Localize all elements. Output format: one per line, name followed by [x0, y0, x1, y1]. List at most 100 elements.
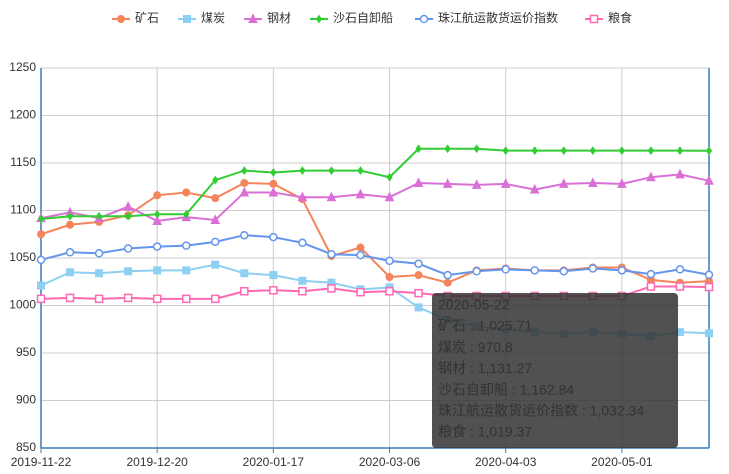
- data-point: [268, 186, 279, 197]
- data-point: [675, 168, 685, 179]
- data-point: [299, 166, 306, 175]
- data-point: [384, 191, 395, 202]
- legend-label: 沙石自卸船: [333, 10, 393, 25]
- y-tick-label: 1050: [9, 250, 36, 264]
- series-line: [40, 181, 710, 284]
- data-point: [530, 266, 539, 275]
- y-tick-label: 1000: [9, 298, 36, 312]
- data-point: [95, 269, 104, 278]
- y-tick-label: 1100: [10, 203, 36, 217]
- data-point: [123, 293, 133, 303]
- data-point: [269, 271, 278, 280]
- data-point: [675, 282, 685, 291]
- data-point: [386, 172, 393, 182]
- data-point: [153, 191, 162, 200]
- x-tick-label: 2020-03-06: [359, 455, 421, 469]
- data-point: [444, 144, 451, 154]
- data-point: [65, 293, 75, 303]
- tooltip-box: [432, 293, 678, 448]
- data-point: [617, 178, 627, 188]
- data-point: [212, 175, 219, 185]
- series-line: [40, 147, 710, 221]
- data-point: [501, 265, 510, 274]
- data-point: [414, 259, 423, 268]
- data-point: [385, 256, 394, 266]
- data-point: [239, 186, 250, 197]
- data-point: [125, 211, 132, 221]
- data-point: [37, 230, 45, 239]
- x-tick-label: 2020-04-03: [475, 455, 537, 469]
- data-point: [356, 243, 365, 252]
- data-point: [558, 178, 569, 188]
- data-point: [240, 269, 249, 278]
- data-point: [326, 191, 337, 202]
- data-point: [355, 188, 366, 199]
- data-point: [65, 248, 75, 257]
- tooltip-title: 2020-05-22: [438, 297, 510, 313]
- data-point: [617, 266, 627, 275]
- data-point: [211, 294, 220, 304]
- data-point: [181, 241, 191, 250]
- data-point: [415, 144, 422, 154]
- data-point: [152, 242, 162, 251]
- data-point: [37, 281, 45, 290]
- data-point: [385, 273, 394, 281]
- data-point: [211, 237, 220, 247]
- data-point: [705, 329, 713, 338]
- y-tick-label: 850: [16, 440, 36, 454]
- data-point: [211, 194, 220, 203]
- data-point: [589, 146, 596, 156]
- data-point: [646, 282, 656, 291]
- data-point: [675, 265, 685, 274]
- data-point: [153, 266, 162, 275]
- data-point: [705, 146, 713, 156]
- data-point: [269, 232, 278, 242]
- data-point: [443, 278, 452, 287]
- data-point: [618, 146, 625, 156]
- legend-marker: [589, 14, 599, 24]
- legend-label: 矿石: [135, 11, 159, 25]
- data-point: [500, 178, 511, 188]
- data-point: [647, 146, 655, 156]
- legend-marker: [419, 14, 429, 24]
- data-point: [95, 211, 103, 221]
- data-point: [66, 211, 74, 221]
- legend-label: 煤炭: [201, 11, 225, 25]
- tooltip-line: 沙石自卸船 : 1,162.84: [438, 381, 574, 397]
- legend-label: 粮食: [608, 10, 632, 25]
- legend-label: 珠江航运散货运价指数: [438, 10, 558, 25]
- data-point: [414, 288, 423, 298]
- data-point: [385, 287, 394, 296]
- data-point: [414, 271, 423, 280]
- data-point: [94, 249, 104, 258]
- data-point: [502, 146, 509, 156]
- data-point: [588, 264, 598, 273]
- x-tick-label: 2019-11-22: [11, 455, 72, 469]
- y-tick-label: 1200: [9, 108, 36, 122]
- data-point: [154, 209, 161, 219]
- data-point: [442, 178, 453, 188]
- data-point: [676, 146, 684, 156]
- legend-label: 钢材: [267, 11, 291, 25]
- data-point: [298, 238, 307, 248]
- data-point: [327, 284, 336, 293]
- data-point: [124, 267, 133, 276]
- data-point: [356, 250, 365, 260]
- data-point: [704, 175, 714, 185]
- data-point: [240, 178, 249, 187]
- data-point: [240, 230, 249, 240]
- data-point: [356, 287, 365, 297]
- x-tick-label: 2019-12-20: [126, 455, 188, 469]
- tooltip-line: 钢材 : 1,131.27: [438, 360, 532, 376]
- y-tick-label: 1150: [10, 155, 36, 169]
- y-tick-label: 900: [16, 393, 36, 407]
- data-point: [269, 179, 278, 188]
- data-point: [36, 255, 46, 265]
- tooltip-line: 粮食 : 1,019.37: [438, 424, 532, 440]
- data-point: [472, 267, 481, 276]
- data-point: [443, 270, 452, 280]
- data-point: [413, 177, 424, 187]
- tooltip-line: 矿石 : 1,025.71: [438, 318, 532, 334]
- data-point: [181, 294, 191, 304]
